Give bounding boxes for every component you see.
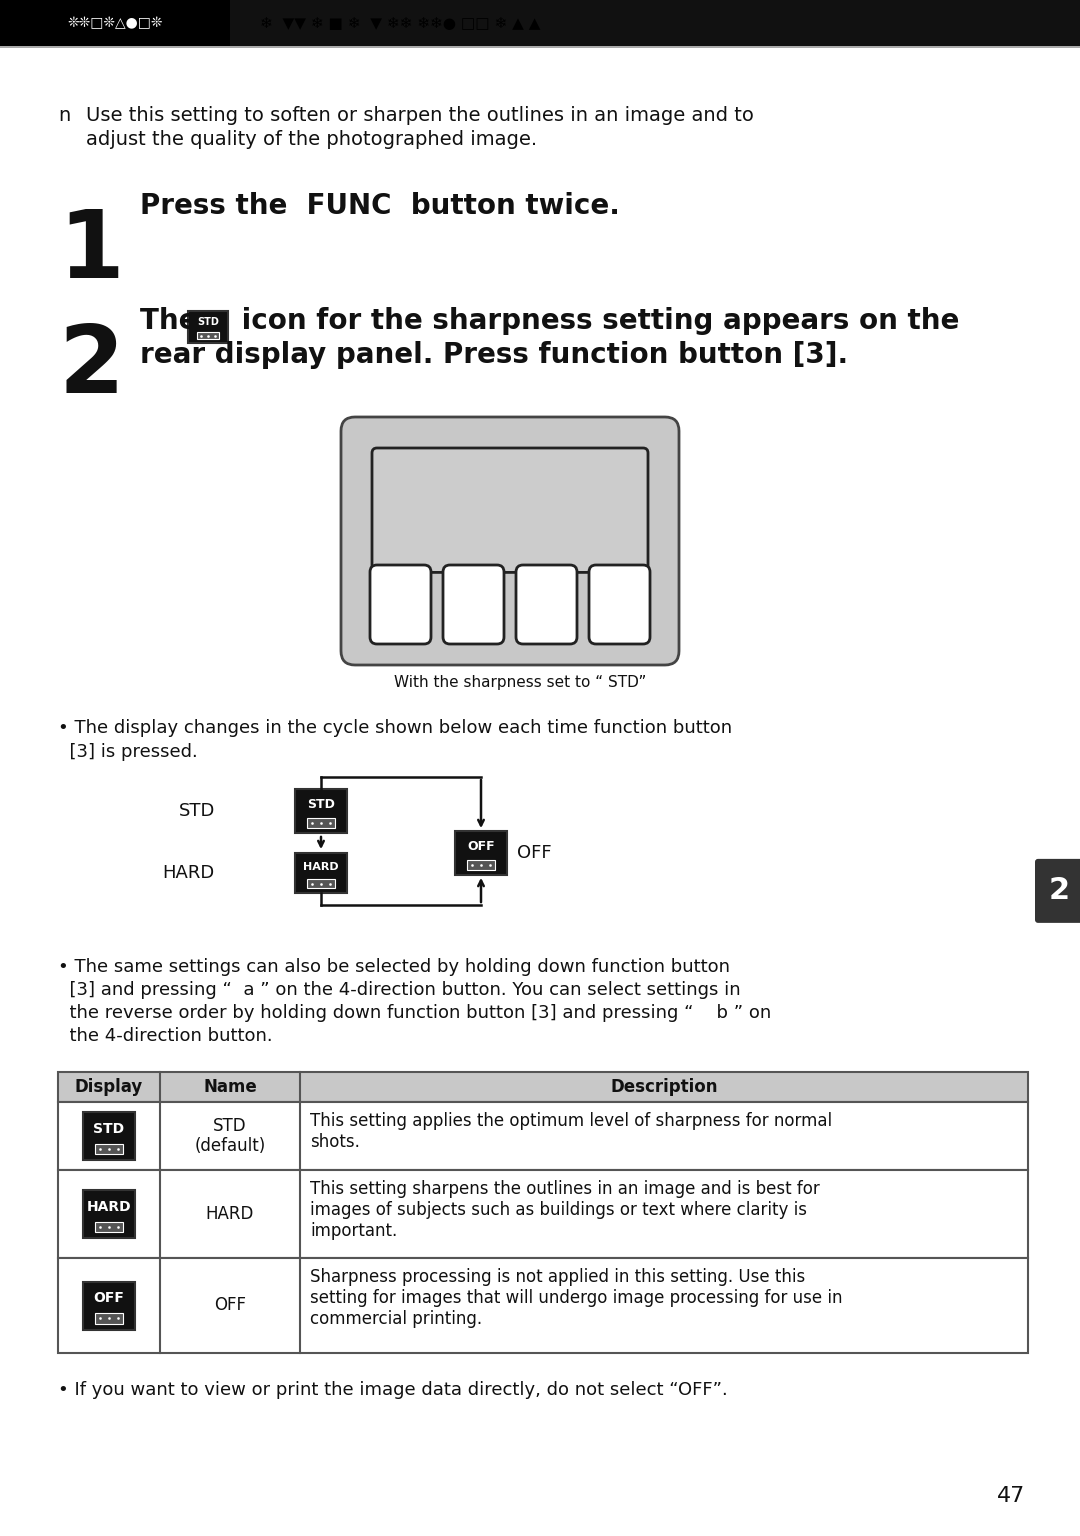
FancyBboxPatch shape (443, 565, 504, 644)
Text: Name: Name (203, 1078, 257, 1097)
Text: • If you want to view or print the image data directly, do not select “OFF”.: • If you want to view or print the image… (58, 1381, 728, 1399)
Text: STD: STD (307, 797, 335, 811)
Text: OFF: OFF (214, 1296, 246, 1315)
Bar (307, 819, 335, 828)
Text: Description: Description (610, 1078, 718, 1097)
Text: 2: 2 (1049, 877, 1069, 905)
Text: HARD: HARD (86, 1200, 132, 1213)
Text: ❊❊□❊△●□❊: ❊❊□❊△●□❊ (67, 15, 163, 31)
Bar (58, 1101, 1028, 1170)
Text: ❄  ▼▼ ❄ ■ ❄  ▼ ❄❄ ❄❄● □□ ❄ ▲ ▲: ❄ ▼▼ ❄ ■ ❄ ▼ ❄❄ ❄❄● □□ ❄ ▲ ▲ (260, 15, 540, 31)
Text: Sharpness processing is not applied in this setting. Use this
setting for images: Sharpness processing is not applied in t… (310, 1269, 842, 1327)
Text: HARD: HARD (206, 1206, 254, 1223)
Text: 2: 2 (58, 321, 124, 413)
Text: 47: 47 (997, 1485, 1025, 1505)
Bar (307, 880, 335, 888)
Text: Press the  FUNC  button twice.: Press the FUNC button twice. (140, 192, 620, 220)
FancyBboxPatch shape (1035, 859, 1080, 923)
Text: HARD: HARD (303, 862, 339, 872)
Bar (58, 1258, 1028, 1353)
Bar (95, 1221, 123, 1232)
Bar (188, 310, 228, 343)
Text: The: The (140, 307, 207, 335)
FancyBboxPatch shape (370, 565, 431, 644)
Text: STD: STD (197, 318, 219, 327)
Text: OFF: OFF (517, 843, 552, 862)
Bar (83, 1281, 135, 1330)
Bar (0, 0, 230, 46)
Text: adjust the quality of the photographed image.: adjust the quality of the photographed i… (86, 131, 537, 149)
Bar (83, 1112, 135, 1160)
Text: the reverse order by holding down function button [3] and pressing “    b ” on: the reverse order by holding down functi… (58, 1005, 771, 1021)
Text: icon for the sharpness setting appears on the: icon for the sharpness setting appears o… (232, 307, 959, 335)
FancyBboxPatch shape (516, 565, 577, 644)
Text: n: n (58, 106, 70, 124)
Text: OFF: OFF (468, 840, 495, 852)
Text: With the sharpness set to “ STD”: With the sharpness set to “ STD” (394, 674, 646, 690)
Bar (0, 0, 1080, 46)
Text: STD: STD (94, 1121, 124, 1135)
Bar (467, 860, 496, 869)
FancyBboxPatch shape (589, 565, 650, 644)
FancyBboxPatch shape (372, 449, 648, 573)
Text: STD
(default): STD (default) (194, 1117, 266, 1155)
Bar (83, 1190, 135, 1238)
Text: • The display changes in the cycle shown below each time function button: • The display changes in the cycle shown… (58, 719, 732, 737)
Text: [3] and pressing “  a ” on the 4-direction button. You can select settings in: [3] and pressing “ a ” on the 4-directio… (58, 982, 741, 998)
Bar (95, 1313, 123, 1324)
Text: Use this setting to soften or sharpen the outlines in an image and to: Use this setting to soften or sharpen th… (86, 106, 754, 124)
Bar (58, 1072, 1028, 1101)
FancyBboxPatch shape (341, 416, 679, 665)
Bar (295, 852, 347, 892)
Text: This setting sharpens the outlines in an image and is best for
images of subject: This setting sharpens the outlines in an… (310, 1180, 820, 1240)
Text: the 4-direction button.: the 4-direction button. (58, 1028, 272, 1044)
Bar (0, 46, 1080, 48)
Bar (197, 332, 219, 339)
Bar (95, 1144, 123, 1154)
Text: This setting applies the optimum level of sharpness for normal
shots.: This setting applies the optimum level o… (310, 1112, 832, 1150)
Text: [3] is pressed.: [3] is pressed. (58, 743, 198, 760)
Bar (295, 790, 347, 833)
Bar (455, 831, 507, 876)
Text: • The same settings can also be selected by holding down function button: • The same settings can also be selected… (58, 958, 730, 975)
Text: Display: Display (75, 1078, 144, 1097)
Text: rear display panel. Press function button [3].: rear display panel. Press function butto… (140, 341, 848, 369)
Bar (58, 1170, 1028, 1258)
Text: OFF: OFF (94, 1292, 124, 1306)
Text: STD: STD (178, 802, 215, 820)
Text: 1: 1 (58, 206, 124, 298)
Text: HARD: HARD (163, 863, 215, 882)
